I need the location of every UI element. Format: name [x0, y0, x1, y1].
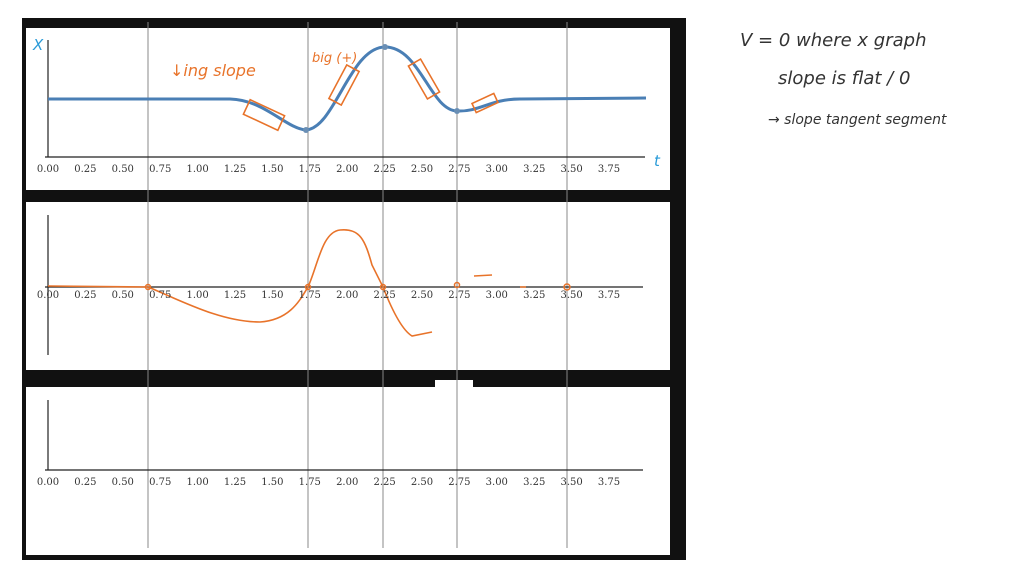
x-tick-label: 2.50 — [411, 477, 433, 488]
x-tick-label: 2.25 — [373, 290, 395, 301]
y-axis-label: X — [32, 36, 44, 54]
x-tick-label: 2.75 — [448, 477, 470, 488]
guide-lines — [147, 22, 568, 548]
x-tick-label: 0.50 — [112, 290, 134, 301]
x-tick-label: 0.25 — [74, 477, 96, 488]
x-tick-label: 2.00 — [336, 477, 358, 488]
x-tick-label: 3.50 — [560, 477, 582, 488]
x-tick-label: 2.75 — [448, 164, 470, 175]
x-tick-label: 2.25 — [373, 164, 395, 175]
x-tick-label: 1.50 — [261, 164, 283, 175]
x-tick-label: 3.00 — [486, 290, 508, 301]
x-tick-label: 2.00 — [336, 164, 358, 175]
annotation: ↓ing slope — [170, 61, 256, 80]
x-tick-label: 3.75 — [598, 477, 620, 488]
gap — [435, 380, 473, 388]
x-tick-label: 0.75 — [149, 290, 171, 301]
x-tick-label: 3.00 — [486, 164, 508, 175]
x-tick-label: 0.75 — [149, 164, 171, 175]
curve-points — [303, 44, 460, 133]
x-tick-label: 1.25 — [224, 477, 246, 488]
x-tick-label: 2.50 — [411, 290, 433, 301]
x-tick-label: 2.25 — [373, 477, 395, 488]
x-axis-label: t — [654, 152, 661, 170]
annotation: big (+) — [312, 51, 357, 66]
x-tick-label: 0.00 — [37, 290, 59, 301]
x-tick-label: 0.00 — [37, 164, 59, 175]
x-tick-label: 1.25 — [224, 290, 246, 301]
x-tick-label: 1.00 — [186, 290, 208, 301]
x-tick-label: 3.25 — [523, 164, 545, 175]
x-tick-label: 1.00 — [186, 164, 208, 175]
x-tick-label: 3.75 — [598, 164, 620, 175]
x-tick-label: 0.00 — [37, 477, 59, 488]
x-tick-label: 3.50 — [560, 164, 582, 175]
tangent-boxes — [242, 57, 500, 132]
x-tick-label: 0.50 — [112, 164, 134, 175]
x-tick-label: 3.25 — [523, 477, 545, 488]
x-tick-label: 1.25 — [224, 164, 246, 175]
x-tick-label: 1.75 — [299, 477, 321, 488]
note: V = 0 where x graph — [740, 30, 926, 51]
x-tick-label: 2.75 — [448, 290, 470, 301]
x-tick-label: 3.00 — [486, 477, 508, 488]
x-tick-label: 1.75 — [299, 164, 321, 175]
zero-points — [144, 281, 571, 291]
x-tick-label: 2.50 — [411, 164, 433, 175]
x-tick-label: 1.50 — [261, 290, 283, 301]
x-tick-label: 0.75 — [149, 477, 171, 488]
x-tick-label: 1.00 — [186, 477, 208, 488]
panel-a — [26, 387, 670, 555]
tick-labels: 0.00 0.25 0.50 0.75 1.00 1.25 1.50 1.75 2.00 2.25… — [37, 164, 620, 488]
x-tick-label: 1.50 — [261, 477, 283, 488]
x-tick-label: 3.75 — [598, 290, 620, 301]
x-tick-label: 3.25 — [523, 290, 545, 301]
note: slope is flat / 0 — [778, 68, 910, 89]
x-tick-label: 0.50 — [112, 477, 134, 488]
x-tick-label: 2.00 — [336, 290, 358, 301]
x-tick-label: 1.75 — [299, 290, 321, 301]
x-tick-label: 0.25 — [74, 164, 96, 175]
x-tick-label: 0.25 — [74, 290, 96, 301]
x-tick-label: 3.50 — [560, 290, 582, 301]
note: → slope tangent segment — [768, 112, 947, 128]
panel-x — [26, 28, 670, 190]
